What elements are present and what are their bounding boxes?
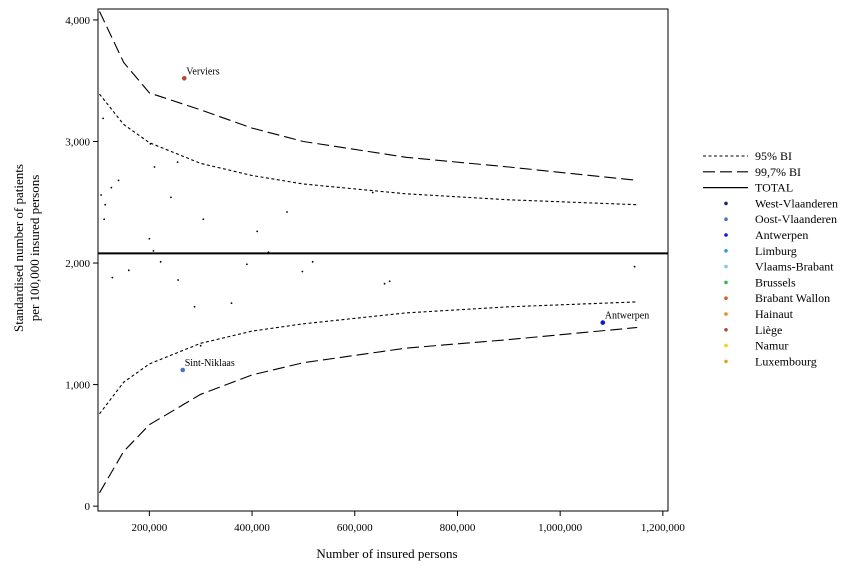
limit-line-95-upper [99, 93, 638, 206]
data-point [177, 279, 180, 281]
limit-line-997-lower [99, 326, 638, 494]
data-point [148, 237, 151, 240]
x-axis-title: Number of insured persons [316, 546, 457, 561]
data-point [127, 269, 130, 272]
legend-label: Vlaams-Brabant [755, 260, 834, 274]
data-point [102, 117, 105, 120]
legend-marker [724, 280, 728, 285]
data-point [199, 344, 202, 347]
legend-label: Liège [755, 323, 782, 337]
x-tick-label: 400,000 [234, 522, 270, 534]
legend-marker [724, 249, 728, 253]
point-labels: Verviers Sint-Niklaas Antwerpen [185, 66, 649, 369]
data-point [246, 263, 248, 266]
y-tick-label: 4,000 [65, 15, 90, 27]
legend-label: Luxembourg [755, 354, 817, 368]
x-tick-label: 200,000 [131, 522, 167, 534]
data-point [388, 280, 391, 283]
data-point-sint-niklaas [180, 367, 186, 373]
legend-label: 99,7% BI [755, 165, 801, 179]
data-point [267, 251, 270, 253]
legend-label: Namur [755, 339, 788, 353]
legend-label: Limburg [755, 244, 797, 258]
x-axis: 200,000 400,000 600,000 800,000 1,000,000 1,2… [131, 511, 685, 534]
x-tick-label: 1,000,000 [538, 522, 583, 534]
data-point [110, 186, 113, 189]
legend-label: Brussels [755, 275, 796, 289]
point-label-sint-niklaas: Sint-Niklaas [185, 358, 235, 369]
legend-label: West-Vlaanderen [755, 196, 838, 210]
legend-label: TOTAL [755, 181, 793, 195]
legend-marker [724, 296, 728, 301]
data-point [149, 143, 152, 145]
x-tick-label: 800,000 [440, 522, 476, 534]
confidence-limits [99, 11, 638, 494]
legend-marker [724, 312, 728, 316]
data-point [170, 196, 172, 199]
y-tick-label: 3,000 [65, 136, 90, 148]
point-label-antwerpen: Antwerpen [605, 311, 649, 322]
legend-marker [724, 359, 728, 364]
data-points [100, 75, 636, 373]
data-point [230, 302, 233, 305]
legend-label: 95% BI [755, 149, 792, 163]
legend-label: Brabant Wallon [755, 291, 830, 305]
x-tick-label: 600,000 [337, 522, 373, 534]
data-point [117, 179, 120, 182]
legend-marker [724, 328, 728, 332]
plot-frame [97, 8, 669, 512]
legend-marker [724, 217, 728, 221]
legend-marker [724, 264, 728, 269]
data-point [371, 191, 374, 194]
data-point [159, 260, 162, 263]
point-label-verviers: Verviers [186, 66, 219, 77]
data-point [633, 265, 636, 268]
legend-marker [724, 201, 728, 206]
legend-label: Antwerpen [755, 228, 808, 242]
y-axis: 0 1,000 2,000 3,000 4,000 [65, 15, 98, 513]
x-tick-label: 1,200,000 [641, 522, 686, 534]
data-point [100, 194, 102, 196]
data-point [152, 249, 155, 252]
y-tick-label: 0 [85, 501, 91, 513]
data-point [311, 260, 314, 263]
limit-line-997-upper [99, 11, 638, 181]
y-axis-title-line-2: per 100,000 insured persons [27, 175, 42, 322]
data-point [111, 276, 114, 279]
legend-label: Oost-Vlaanderen [755, 212, 837, 226]
y-axis-title-line-1: Standardised number of patients [11, 164, 26, 332]
limit-line-95-lower [99, 301, 638, 415]
data-point [193, 305, 196, 308]
data-point [383, 282, 386, 285]
data-point [256, 230, 259, 233]
legend-marker [724, 343, 728, 348]
y-tick-label: 2,000 [65, 258, 90, 270]
data-point-verviers [181, 75, 187, 81]
data-point-antwerpen [600, 320, 606, 325]
legend-label: Hainaut [755, 307, 794, 321]
data-point [301, 270, 304, 273]
data-point [104, 203, 107, 206]
data-point [286, 211, 288, 213]
data-point [202, 218, 205, 221]
data-point [176, 161, 179, 164]
y-tick-label: 1,000 [65, 380, 90, 392]
data-point [153, 166, 156, 168]
data-point [103, 218, 106, 221]
legend-marker [724, 233, 728, 237]
